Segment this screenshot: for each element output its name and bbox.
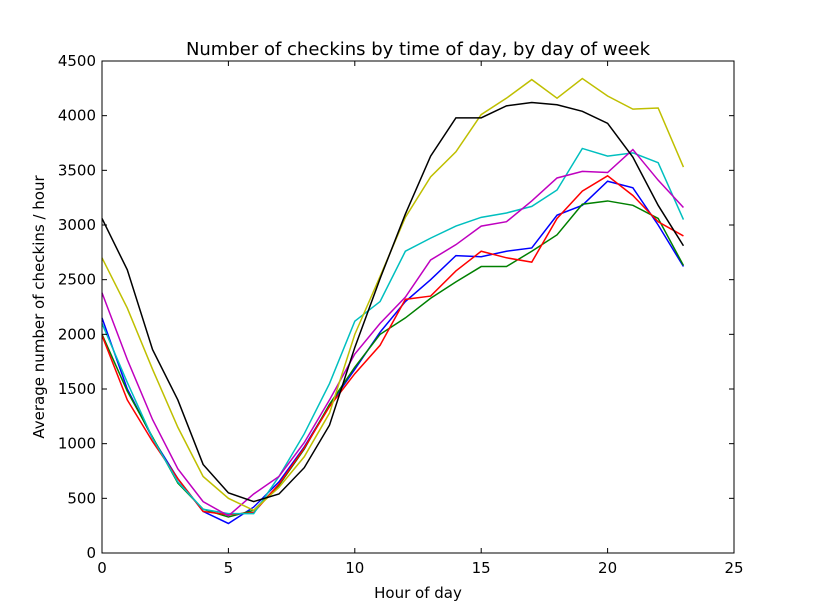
y-axis-ticks: 0 500 1000 1500 2000 2500 3000 3500 4000 4500 xyxy=(58,52,734,562)
y-axis-label: Average number of checkins / hour xyxy=(30,175,48,439)
y-tick-label: 3500 xyxy=(58,161,96,179)
series-lines xyxy=(101,77,685,525)
x-axis-ticks: 0 5 10 15 20 25 xyxy=(97,61,744,577)
series-line-1 xyxy=(101,180,685,525)
y-tick-label: 0 xyxy=(86,544,96,562)
series-line-6 xyxy=(101,77,685,512)
x-tick-label: 15 xyxy=(472,559,491,577)
x-tick-label: 5 xyxy=(224,559,234,577)
x-tick-label: 20 xyxy=(598,559,617,577)
plot-frame xyxy=(101,60,735,554)
y-tick-label: 3000 xyxy=(58,216,96,234)
series-line-7 xyxy=(101,101,685,503)
y-tick-label: 500 xyxy=(67,489,96,507)
series-line-5 xyxy=(101,148,684,517)
series-line-3 xyxy=(101,174,684,516)
y-tick-label: 4000 xyxy=(58,107,96,125)
y-tick-label: 1500 xyxy=(58,380,96,398)
series-line-4 xyxy=(101,147,685,515)
x-tick-label: 25 xyxy=(724,559,743,577)
x-tick-label: 10 xyxy=(345,559,364,577)
chart-title: Number of checkins by time of day, by da… xyxy=(186,39,651,60)
y-tick-label: 1000 xyxy=(58,435,96,453)
y-tick-label: 2500 xyxy=(58,271,96,289)
x-tick-label: 0 xyxy=(97,559,107,577)
y-tick-label: 2000 xyxy=(58,325,96,343)
y-tick-label: 4500 xyxy=(58,52,96,70)
x-axis-label: Hour of day xyxy=(374,584,462,602)
